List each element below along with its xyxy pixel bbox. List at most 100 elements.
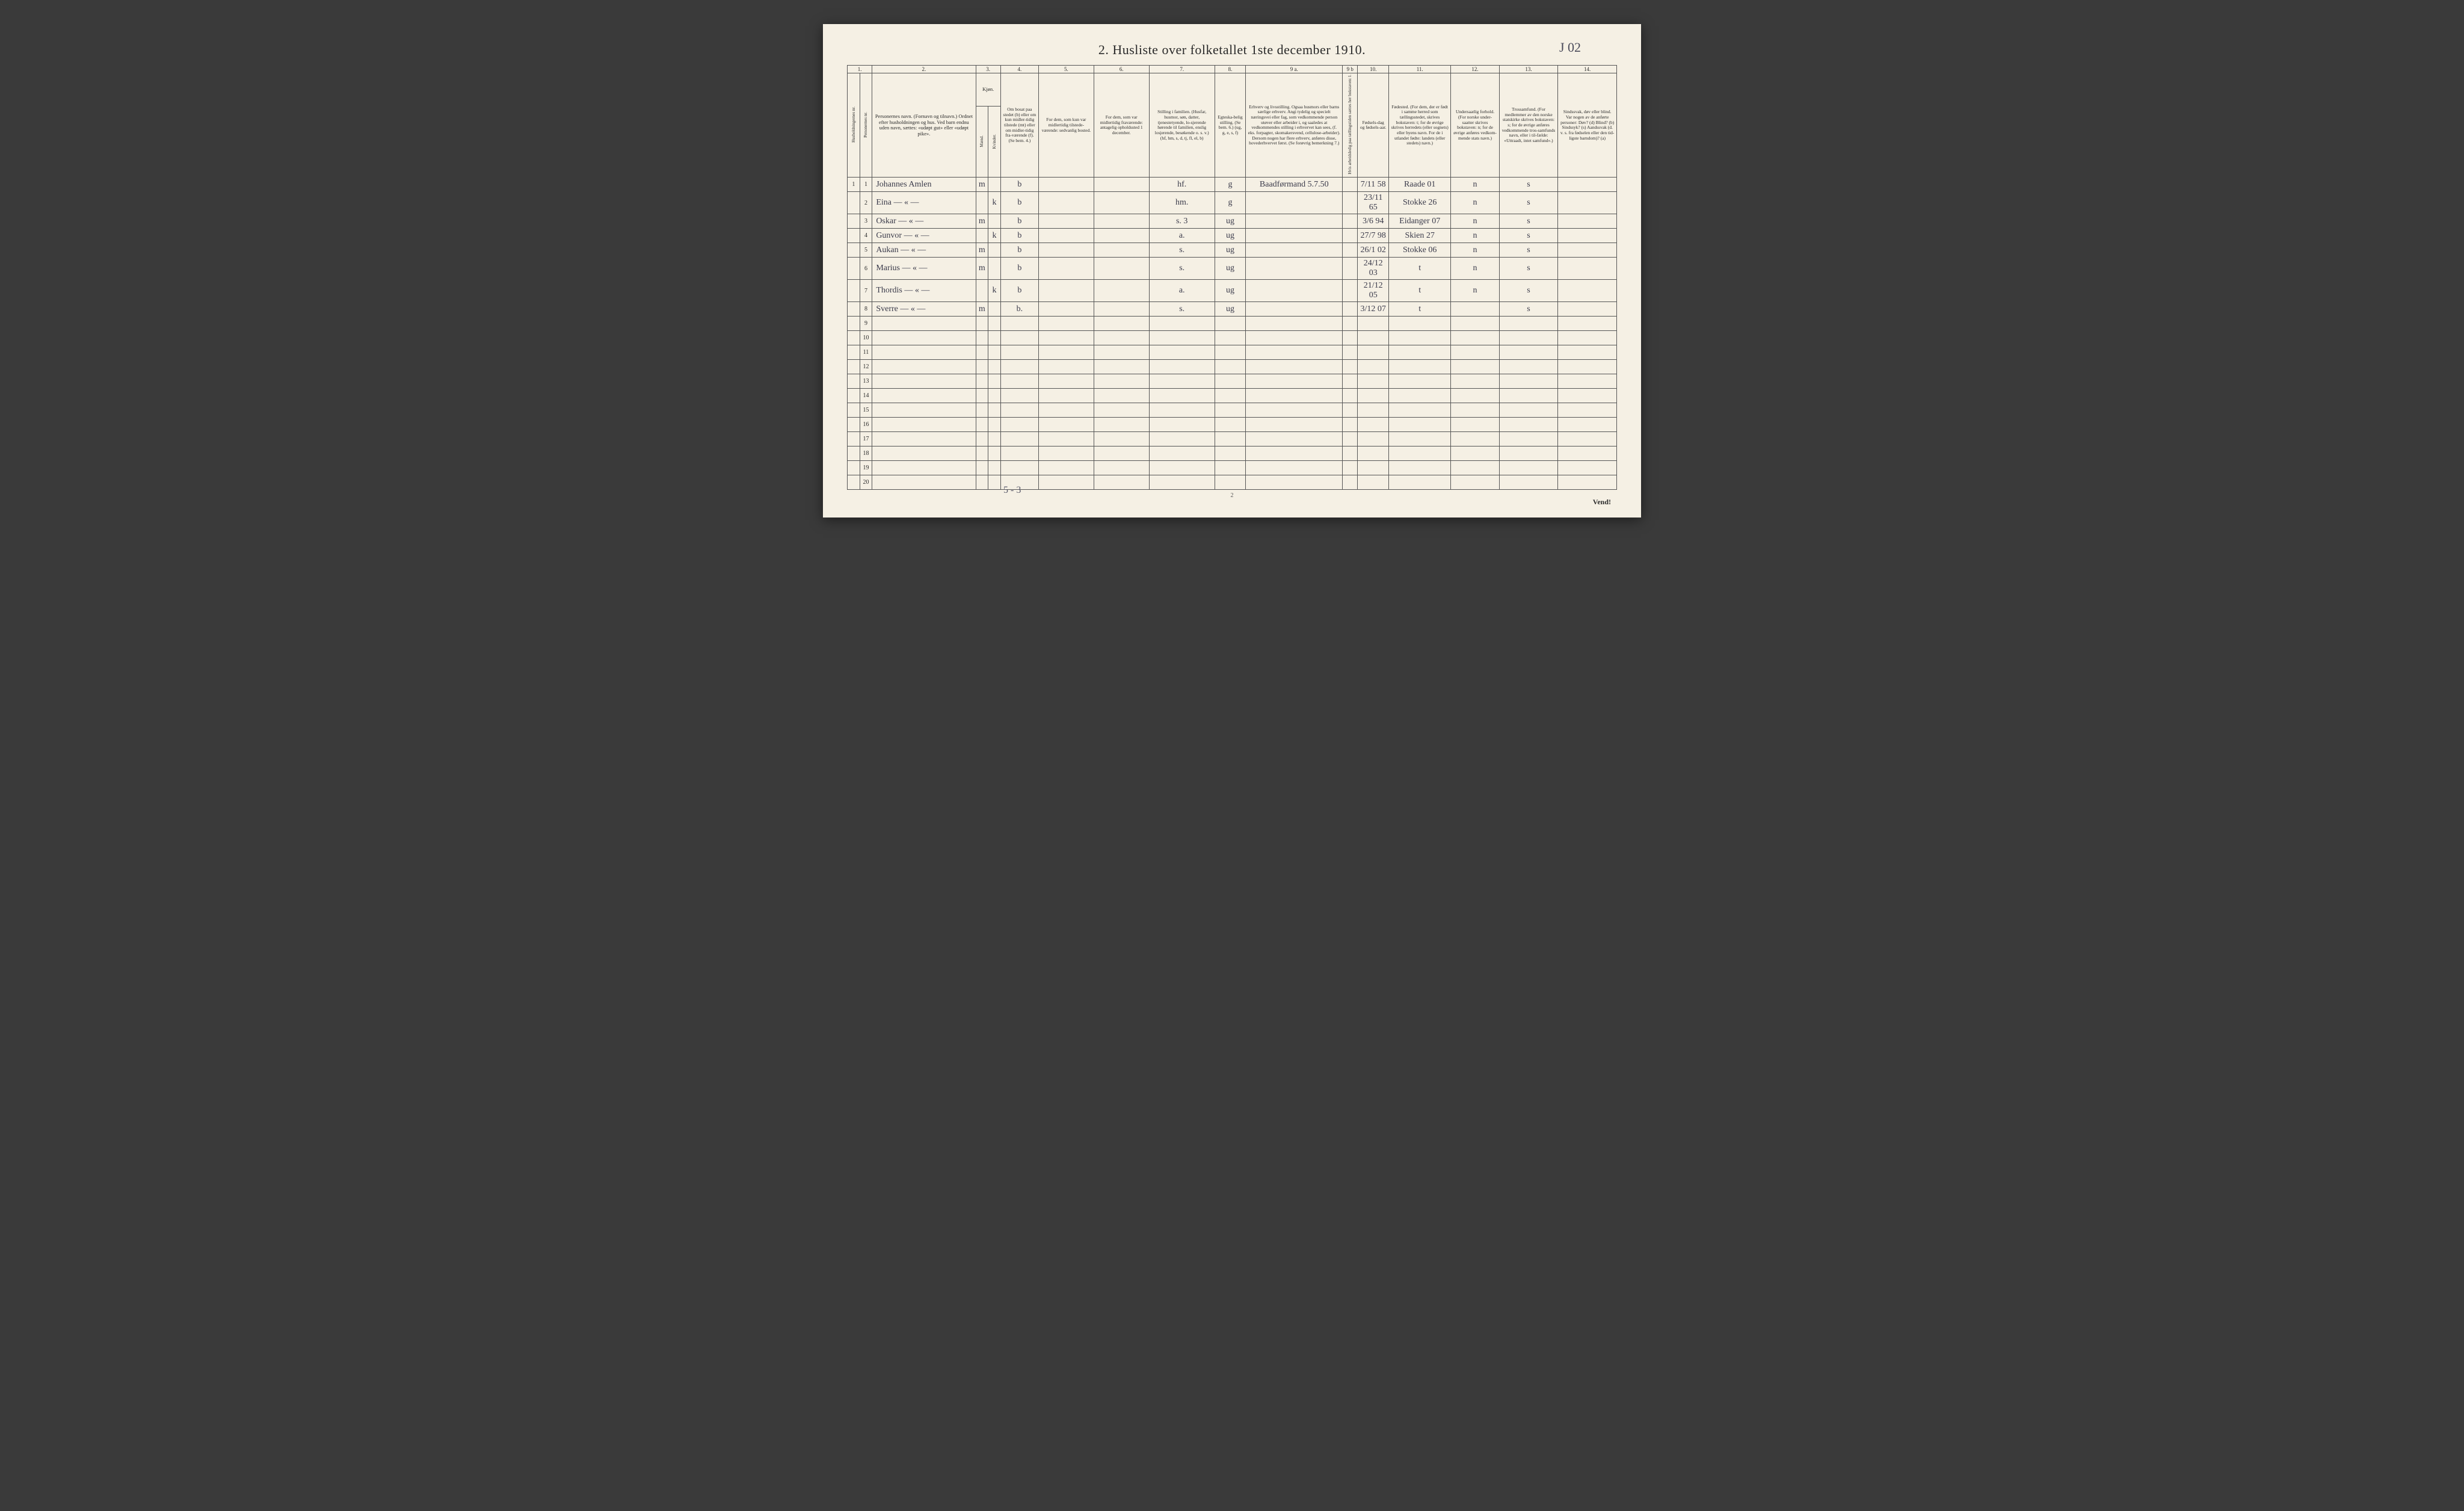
cell-c4 [1000,360,1038,374]
cell-c14 [1558,317,1617,331]
cell-hnr [848,192,860,214]
hdr-male: Mænd. [976,107,988,178]
cell-k: k [988,192,1001,214]
cell-c11: Stokke 06 [1389,243,1451,258]
cell-pnr: 18 [860,447,872,461]
cell-c6 [1094,418,1149,432]
cell-c7 [1149,331,1215,345]
cell-c10 [1358,447,1389,461]
cell-c9b [1343,374,1358,389]
cell-c6 [1094,243,1149,258]
cell-c14 [1558,243,1617,258]
cell-c12 [1451,461,1499,475]
colnum-10: 10. [1358,66,1389,73]
cell-k [988,345,1001,360]
cell-c5 [1038,447,1094,461]
cell-c8 [1215,461,1246,475]
cell-c7 [1149,461,1215,475]
cell-pnr: 8 [860,302,872,317]
cell-c13: s [1499,258,1558,280]
cell-name [872,475,976,490]
cell-c9b [1343,360,1358,374]
cell-hnr [848,280,860,302]
cell-c6 [1094,447,1149,461]
cell-name [872,389,976,403]
cell-c4: b [1000,178,1038,192]
cell-c9b [1343,214,1358,229]
cell-c14 [1558,374,1617,389]
cell-c9a [1246,475,1343,490]
cell-c7: hm. [1149,192,1215,214]
cell-c9a: Baadførmand 5.7.50 [1246,178,1343,192]
colnum-1: 1. [848,66,872,73]
column-number-row: 1. 2. 3. 4. 5. 6. 7. 8. 9 a. 9 b 10. 11.… [848,66,1617,73]
cell-c14 [1558,280,1617,302]
colnum-8: 8. [1215,66,1246,73]
cell-k [988,178,1001,192]
cell-c9a [1246,360,1343,374]
cell-c5 [1038,214,1094,229]
colnum-9b: 9 b [1343,66,1358,73]
cell-m [976,374,988,389]
cell-c10 [1358,374,1389,389]
cell-c4: b [1000,280,1038,302]
cell-pnr: 5 [860,243,872,258]
cell-k [988,243,1001,258]
cell-c10 [1358,475,1389,490]
cell-c8: ug [1215,258,1246,280]
hdr-unemployed: Hvis arbeidsledig paa tællingstiden sætt… [1343,73,1358,178]
cell-c8: ug [1215,229,1246,243]
cell-pnr: 15 [860,403,872,418]
cell-c5 [1038,243,1094,258]
table-row: 4Gunvor — « —kba.ug27/7 98Skien 27ns [848,229,1617,243]
cell-c4: b [1000,229,1038,243]
cell-c8 [1215,389,1246,403]
cell-c7 [1149,432,1215,447]
cell-m [976,280,988,302]
cell-c5 [1038,280,1094,302]
cell-c13: s [1499,229,1558,243]
cell-c10 [1358,360,1389,374]
cell-c13 [1499,475,1558,490]
cell-c14 [1558,178,1617,192]
colnum-11: 11. [1389,66,1451,73]
cell-c6 [1094,280,1149,302]
title-row: 2. Husliste over folketallet 1ste decemb… [847,42,1617,58]
cell-c10: 23/11 65 [1358,192,1389,214]
cell-m [976,345,988,360]
cell-pnr: 11 [860,345,872,360]
cell-c4 [1000,374,1038,389]
cell-name [872,317,976,331]
cell-k [988,374,1001,389]
table-row: 9 [848,317,1617,331]
cell-c9a [1246,389,1343,403]
cell-c10 [1358,317,1389,331]
cell-c10 [1358,418,1389,432]
cell-c12: n [1451,214,1499,229]
cell-c5 [1038,461,1094,475]
table-row: 5Aukan — « —mbs.ug26/1 02Stokke 06ns [848,243,1617,258]
cell-c14 [1558,447,1617,461]
cell-c10 [1358,432,1389,447]
cell-c4: b [1000,192,1038,214]
cell-name: Sverre — « — [872,302,976,317]
cell-c5 [1038,475,1094,490]
cell-hnr [848,243,860,258]
cell-c8 [1215,418,1246,432]
cell-pnr: 10 [860,331,872,345]
cell-c5 [1038,331,1094,345]
hdr-residence: Om bosat paa stedet (b) eller om kun mid… [1000,73,1038,178]
cell-c13 [1499,331,1558,345]
table-row: 13 [848,374,1617,389]
cell-k [988,461,1001,475]
cell-pnr: 6 [860,258,872,280]
cell-c10: 3/6 94 [1358,214,1389,229]
cell-c12: n [1451,229,1499,243]
cell-hnr: 1 [848,178,860,192]
cell-c4: b. [1000,302,1038,317]
cell-c9a [1246,243,1343,258]
hdr-temp-absent: For dem, som var midlertidig fraværende:… [1094,73,1149,178]
cell-c9a [1246,418,1343,432]
table-row: 6Marius — « —mbs.ug24/12 03tns [848,258,1617,280]
colnum-4: 4. [1000,66,1038,73]
